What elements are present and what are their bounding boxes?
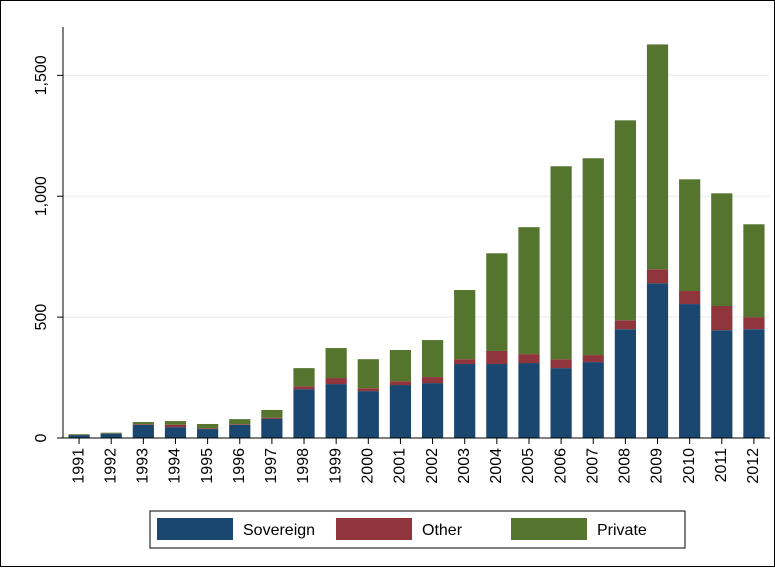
bar-segment <box>711 330 732 438</box>
bar-segment <box>133 425 154 438</box>
bar-segment <box>229 419 250 424</box>
bar-segment <box>615 329 636 438</box>
bar-segment <box>229 424 250 425</box>
bar-segment <box>551 368 572 438</box>
bar-segment <box>68 434 89 435</box>
bar-segment <box>518 363 539 438</box>
bar-segment <box>422 383 443 438</box>
x-tick-label: 1995 <box>199 448 216 484</box>
bar-segment <box>583 355 604 362</box>
x-tick-label: 1994 <box>167 448 184 484</box>
x-tick-label: 2007 <box>584 448 601 484</box>
bar-segment <box>551 359 572 368</box>
y-tick-label: 500 <box>33 304 50 331</box>
legend-swatch <box>157 518 233 540</box>
bar-segment <box>647 44 668 269</box>
bar-segment <box>743 329 764 438</box>
x-tick-label: 2003 <box>456 448 473 484</box>
bar-segment <box>518 227 539 354</box>
bar-segment <box>390 350 411 381</box>
bar-segment <box>454 359 475 364</box>
bar-segment <box>647 283 668 438</box>
y-tick-label: 1,000 <box>33 176 50 216</box>
bar-segment <box>261 419 282 438</box>
bar-segment <box>261 410 282 418</box>
x-tick-label: 1992 <box>102 448 119 484</box>
y-tick-label: 0 <box>33 433 50 442</box>
x-tick-label: 2002 <box>424 448 441 484</box>
x-tick-label: 1996 <box>231 448 248 484</box>
legend-label: Private <box>597 522 647 539</box>
bar-segment <box>293 386 314 389</box>
bar-segment <box>551 166 572 359</box>
bar-segment <box>358 359 379 388</box>
x-tick-label: 2012 <box>745 448 762 484</box>
x-tick-label: 2006 <box>552 448 569 484</box>
bar-segment <box>165 425 186 427</box>
bar-segment <box>326 348 347 378</box>
bar-segment <box>293 368 314 386</box>
x-tick-label: 1991 <box>70 448 87 484</box>
x-tick-label: 2000 <box>360 448 377 484</box>
bar-segment <box>101 434 122 438</box>
bar-segment <box>326 384 347 438</box>
bar-segment <box>518 354 539 363</box>
bar-segment <box>422 340 443 377</box>
bar-segment <box>615 120 636 320</box>
bar-segment <box>647 269 668 283</box>
bar-segment <box>165 427 186 438</box>
bar-segment <box>679 291 700 304</box>
legend-label: Sovereign <box>243 522 315 539</box>
bar-segment <box>679 179 700 291</box>
x-tick-label: 2008 <box>617 448 634 484</box>
y-tick-label: 1,500 <box>33 55 50 95</box>
bar-segment <box>390 385 411 438</box>
bar-segment <box>583 158 604 355</box>
bar-segment <box>743 317 764 329</box>
bar-segment <box>133 424 154 425</box>
bar-segment <box>615 320 636 329</box>
x-tick-label: 2004 <box>488 448 505 484</box>
bar-segment <box>679 304 700 438</box>
x-tick-label: 2010 <box>681 448 698 484</box>
bar-segment <box>197 424 218 428</box>
bar-segment <box>486 364 507 438</box>
x-tick-label: 1993 <box>135 448 152 484</box>
x-tick-label: 1998 <box>295 448 312 484</box>
bar-segment <box>711 306 732 330</box>
bar-segment <box>743 224 764 317</box>
bar-segment <box>486 351 507 364</box>
bar-segment <box>229 425 250 438</box>
legend-label: Other <box>422 522 463 539</box>
x-tick-label: 2005 <box>520 448 537 484</box>
bar-segment <box>454 364 475 438</box>
x-tick-label: 1997 <box>263 448 280 484</box>
bar-segment <box>197 429 218 438</box>
bar-segment <box>711 193 732 306</box>
bar-segment <box>293 389 314 438</box>
bar-segment <box>165 421 186 425</box>
x-tick-label: 2011 <box>713 448 730 483</box>
legend-swatch <box>336 518 412 540</box>
bar-segment <box>390 381 411 385</box>
bar-segment <box>326 378 347 384</box>
bar-segment <box>101 433 122 434</box>
x-tick-label: 2001 <box>392 448 409 484</box>
bar-segment <box>486 253 507 351</box>
bar-segment <box>133 422 154 424</box>
bar-segment <box>197 428 218 429</box>
legend-swatch <box>511 518 587 540</box>
bar-segment <box>422 377 443 383</box>
bar-segment <box>583 362 604 438</box>
x-tick-label: 2009 <box>649 448 666 484</box>
bar-segment <box>358 391 379 438</box>
x-tick-label: 1999 <box>327 448 344 484</box>
bar-segment <box>261 418 282 419</box>
bar-segment <box>358 388 379 391</box>
bar-segment <box>454 290 475 359</box>
